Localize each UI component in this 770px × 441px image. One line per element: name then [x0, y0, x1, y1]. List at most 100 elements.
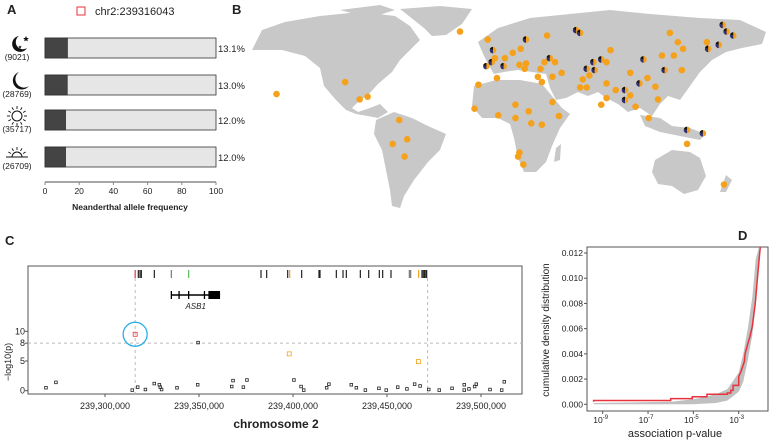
sample-dot: [632, 103, 639, 110]
tick-base: 10: [729, 415, 739, 425]
pie-slice-navy: [715, 43, 719, 49]
snp-point: [132, 331, 138, 337]
greenland: [400, 6, 472, 36]
bar-fill: [44, 109, 66, 131]
panel-c: C ASB1 0 5 8 10 239,300,000 239,350,000 239,400…: [3, 233, 523, 431]
snp-point: [437, 388, 441, 392]
sample-dot: [527, 120, 535, 127]
panel-label-b: B: [232, 2, 241, 17]
pie-slice-black: [705, 45, 709, 49]
snp-point: [327, 382, 331, 386]
sample-dot: [534, 73, 542, 81]
sample-pie: [704, 45, 712, 53]
sample-dot: [586, 72, 593, 79]
pie-slice-black: [723, 28, 727, 32]
x-tick-label: 239,350,000: [174, 401, 224, 411]
pie-slice-navy: [621, 99, 625, 104]
sample-dot: [537, 65, 544, 73]
x-tick-label: 40: [109, 186, 119, 196]
sample-dot: [541, 58, 548, 66]
sample-dot: [538, 78, 546, 86]
sample-dot: [525, 108, 532, 115]
snp-point: [349, 383, 353, 387]
sample-dot: [583, 84, 591, 91]
pie-slice-black: [715, 41, 719, 45]
pie-slice-navy: [597, 58, 602, 63]
y-tick-label: 0.006: [562, 324, 584, 334]
pie-slice-black: [640, 56, 644, 60]
pie-slice-navy: [488, 61, 492, 66]
y-axis-title: −log10(p): [3, 343, 13, 381]
sample-pie: [621, 96, 629, 104]
highlight-circle: [122, 321, 148, 347]
sample-dot: [658, 52, 666, 59]
pie-slice-navy: [489, 49, 493, 54]
snp-point: [377, 386, 381, 391]
sample-dot: [522, 60, 530, 67]
pie-slice-black: [546, 54, 550, 59]
sample-dot: [484, 36, 492, 43]
sample-dot: [703, 38, 711, 46]
sample-dot: [512, 101, 519, 108]
sample-pie: [661, 66, 668, 74]
sample-dot: [514, 153, 522, 160]
sample-pie: [590, 58, 597, 66]
sample-count: (28769): [2, 89, 31, 99]
sample-dot: [356, 96, 363, 103]
x-axis-title: chromosome 2: [233, 417, 319, 431]
bar-fill: [44, 74, 68, 96]
sample-dot: [551, 58, 559, 66]
south-america: [374, 112, 446, 208]
tick-exponent: -3: [739, 415, 745, 421]
sample-pie: [621, 86, 629, 94]
snp-point: [462, 383, 466, 387]
sample-dot: [475, 81, 482, 89]
pie-slice-black: [591, 66, 595, 71]
y-tick-label: 0.004: [562, 349, 584, 359]
y-tick-label: 0.000: [562, 399, 584, 409]
sample-dot: [603, 94, 610, 102]
snp-point: [143, 387, 148, 392]
x-tick-label: 10-9: [593, 415, 608, 425]
sample-dot: [670, 52, 678, 59]
southeast-asia-islands: [640, 115, 705, 140]
sun-ray: [11, 148, 14, 152]
sample-pie: [522, 36, 530, 43]
tick-base: 10: [639, 415, 649, 425]
pie-slice-navy: [500, 65, 504, 70]
sun-ray: [22, 119, 26, 122]
sample-dot: [471, 105, 478, 112]
snp-point: [231, 378, 235, 383]
pie-slice-black: [583, 65, 587, 69]
sample-dot: [597, 101, 605, 108]
crescent-moon-icon: [12, 72, 29, 90]
sample-pie: [683, 126, 691, 134]
y-axis-title: cumulative density distribution: [541, 263, 552, 396]
pie-slice-black: [683, 126, 688, 130]
sample-dot: [626, 69, 634, 77]
snp-point: [159, 387, 164, 392]
pie-slice-black: [488, 58, 492, 63]
pie-slice-navy: [590, 61, 594, 66]
y-tick-label: 0: [20, 386, 25, 396]
sample-dot: [579, 76, 587, 83]
pie-slice-black: [719, 21, 723, 25]
snp-point: [286, 351, 292, 357]
bar-background: [44, 109, 217, 131]
sample-count: (26709): [2, 161, 31, 171]
plot-frame: [27, 265, 523, 395]
sample-dot: [654, 96, 662, 103]
snp-point: [405, 387, 409, 391]
x-axis-title: association p-value: [628, 428, 722, 440]
sample-dot: [607, 46, 614, 54]
snp-point: [384, 388, 388, 392]
sample-dot: [549, 73, 556, 81]
snp-point: [241, 385, 246, 389]
pie-slice-black: [730, 32, 734, 36]
snp-point: [196, 340, 200, 345]
snp-point: [502, 380, 507, 384]
madagascar: [554, 144, 561, 162]
snp-point: [54, 380, 58, 385]
x-tick-label: 239,300,000: [80, 401, 130, 411]
sample-dot: [626, 92, 634, 99]
